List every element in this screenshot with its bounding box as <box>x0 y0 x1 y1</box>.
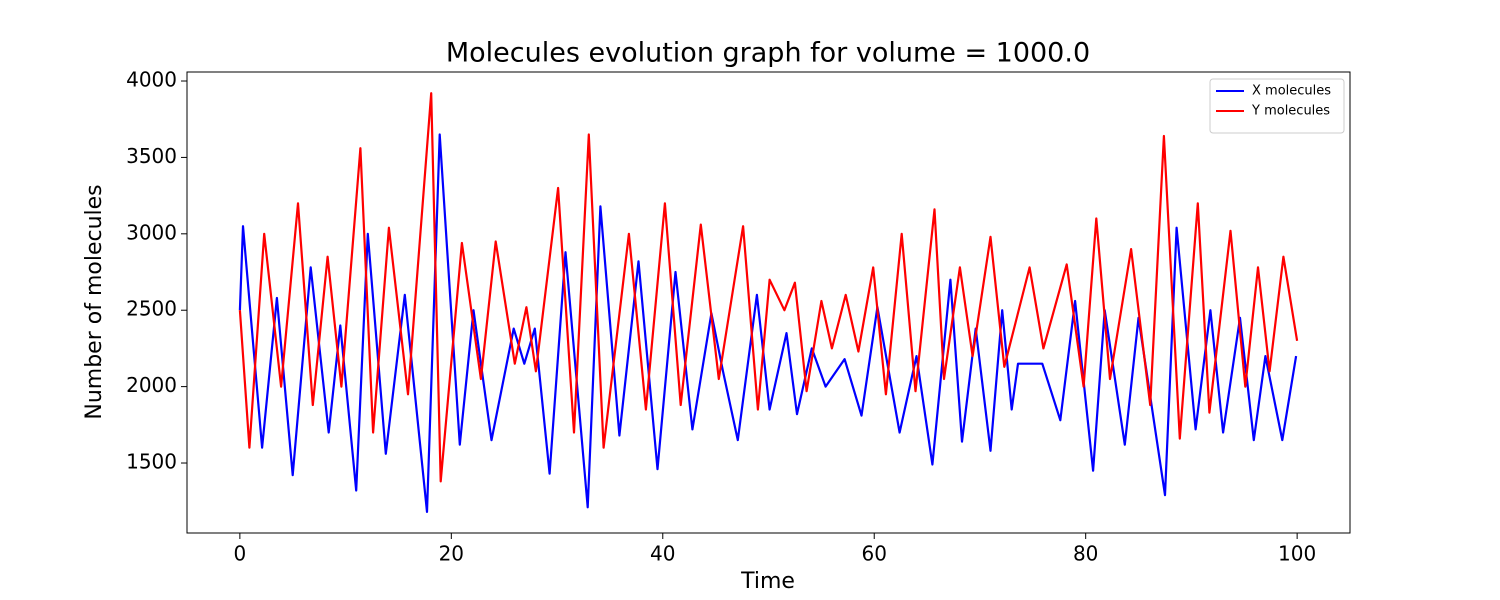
data-line <box>238 92 1299 483</box>
y-tick-label: 2000 <box>126 373 177 397</box>
x-tick-label: 40 <box>650 542 675 566</box>
legend-label: Y molecules <box>1251 104 1330 119</box>
y-tick-label: 3500 <box>126 144 177 168</box>
y-tick-label: 4000 <box>126 68 177 92</box>
y-axis-label: Number of molecules <box>82 184 107 419</box>
plot-frame <box>186 71 1351 534</box>
x-axis-label: Time <box>740 569 795 594</box>
legend-box <box>1209 78 1345 134</box>
legend-label: X molecules <box>1252 84 1331 99</box>
y-tick-label: 1500 <box>126 450 177 474</box>
y-tick-label: 2500 <box>126 297 177 321</box>
x-tick-label: 80 <box>1073 542 1098 566</box>
y-tick-label: 3000 <box>126 220 177 244</box>
chart-title: Molecules evolution graph for volume = 1… <box>446 38 1090 69</box>
x-tick-label: 100 <box>1278 542 1316 566</box>
x-tick-label: 20 <box>439 542 464 566</box>
x-tick-label: 0 <box>233 542 246 566</box>
x-tick-label: 60 <box>862 542 887 566</box>
data-line <box>238 133 1298 513</box>
legend: X molecules Y molecules <box>1209 78 1345 134</box>
